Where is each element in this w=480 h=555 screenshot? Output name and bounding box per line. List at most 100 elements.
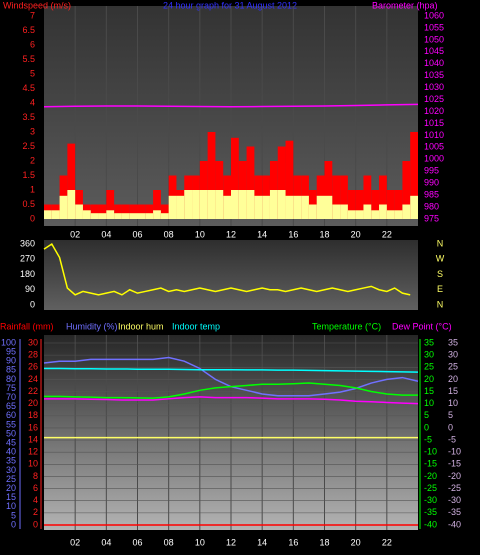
x-tick-label: 22 bbox=[382, 537, 392, 547]
y-tick-label: 8 bbox=[33, 471, 38, 481]
y-tick-label: 10 bbox=[6, 501, 16, 511]
wind-bar bbox=[347, 210, 356, 219]
x-tick-label: 22 bbox=[382, 229, 392, 239]
y-tick-label: -40 bbox=[424, 519, 437, 529]
wind-bar bbox=[386, 190, 395, 219]
wind-bar bbox=[184, 190, 193, 219]
y-tick-label: 100 bbox=[1, 337, 16, 347]
y-tick-label: 0 bbox=[30, 299, 35, 309]
y-tick-label: 10 bbox=[448, 398, 458, 408]
wind-bar bbox=[355, 190, 364, 219]
y-tick-label: 1035 bbox=[424, 70, 444, 80]
y-tick-label: E bbox=[437, 284, 443, 294]
wind-bar bbox=[316, 195, 325, 219]
wind-bar bbox=[394, 190, 403, 219]
wind-bar bbox=[379, 175, 387, 219]
x-tick-label: 10 bbox=[195, 229, 205, 239]
series-line bbox=[43, 103, 419, 108]
wind-bar bbox=[90, 213, 99, 219]
wind-bar bbox=[90, 204, 99, 219]
x-tick-label: 06 bbox=[132, 537, 142, 547]
y-tick-label: 4 bbox=[30, 97, 35, 107]
y-tick-label: 1030 bbox=[424, 82, 444, 92]
x-tick-label: 14 bbox=[257, 229, 267, 239]
wind-bar bbox=[277, 146, 286, 219]
y-tick-label: 1000 bbox=[424, 154, 444, 164]
x-tick-label: 08 bbox=[164, 229, 174, 239]
y-tick-label: -10 bbox=[424, 447, 437, 457]
y-tick-label: -35 bbox=[424, 507, 437, 517]
y-tick-label: 6.5 bbox=[22, 25, 35, 35]
y-tick-label: 50 bbox=[6, 428, 16, 438]
legend-label: Dew Point (°C) bbox=[392, 321, 452, 331]
wind-bar bbox=[207, 132, 216, 219]
y-tick-label: 5 bbox=[30, 68, 35, 78]
wind-bar bbox=[44, 210, 52, 219]
y-tick-label: 7 bbox=[30, 10, 35, 20]
wind-bar bbox=[176, 195, 185, 219]
series-line bbox=[43, 242, 411, 296]
wind-bar bbox=[285, 140, 294, 219]
y-tick-label: 35 bbox=[424, 337, 434, 347]
y-tick-label: -5 bbox=[448, 434, 456, 444]
y-tick-label: 0 bbox=[424, 422, 429, 432]
y-tick-label: -20 bbox=[448, 471, 461, 481]
wind-bar bbox=[192, 190, 200, 219]
legend-label: Indoor hum bbox=[118, 321, 164, 331]
wind-bar bbox=[371, 210, 380, 219]
x-tick-label: 02 bbox=[70, 229, 80, 239]
y-tick-label: 30 bbox=[28, 337, 38, 347]
wind-bar bbox=[59, 195, 68, 219]
y-tick-label: 22 bbox=[28, 386, 38, 396]
y-tick-label: -5 bbox=[424, 434, 432, 444]
wind-bar bbox=[293, 195, 302, 219]
y-tick-label: 55 bbox=[6, 419, 16, 429]
wind-bar bbox=[51, 210, 60, 219]
y-tick-label: 26 bbox=[28, 362, 38, 372]
y-tick-label: 24 bbox=[28, 374, 38, 384]
y-tick-label: 14 bbox=[28, 434, 38, 444]
y-tick-label: 5 bbox=[424, 410, 429, 420]
y-tick-label: 1050 bbox=[424, 34, 444, 44]
wind-bar bbox=[121, 204, 130, 219]
x-tick-label: 04 bbox=[101, 537, 111, 547]
y-tick-label: 2 bbox=[30, 155, 35, 165]
wind-bar bbox=[106, 190, 115, 219]
y-tick-label: 360 bbox=[20, 238, 35, 248]
legend-label: Humidity (%) bbox=[66, 321, 118, 331]
x-tick-label: 06 bbox=[132, 229, 142, 239]
wind-bar bbox=[379, 204, 387, 219]
wind-bar bbox=[75, 204, 83, 219]
y-tick-label: 45 bbox=[6, 437, 16, 447]
wind-bar bbox=[231, 137, 239, 219]
wind-bar bbox=[410, 132, 418, 219]
wind-bar bbox=[160, 204, 169, 219]
wind-bar bbox=[332, 204, 341, 219]
wind-bar bbox=[238, 190, 247, 219]
y-tick-label: 1015 bbox=[424, 118, 444, 128]
y-tick-label: 990 bbox=[424, 178, 439, 188]
wind-bar bbox=[145, 204, 154, 219]
y-tick-label: 20 bbox=[28, 398, 38, 408]
wind-bar bbox=[277, 190, 286, 219]
y-tick-label: 975 bbox=[424, 213, 439, 223]
x-tick-label: 20 bbox=[351, 229, 361, 239]
wind-bar bbox=[340, 204, 348, 219]
series-line bbox=[44, 367, 419, 373]
x-tick-label: 12 bbox=[226, 537, 236, 547]
wind-bar bbox=[129, 204, 138, 219]
wind-bar bbox=[269, 190, 278, 219]
y-tick-label: 5 bbox=[11, 510, 16, 520]
wind-bar bbox=[67, 143, 76, 219]
y-tick-label: 10 bbox=[28, 459, 38, 469]
wind-bar bbox=[363, 204, 372, 219]
wind-bar bbox=[98, 213, 107, 219]
y-tick-label: 75 bbox=[6, 383, 16, 393]
y-tick-label: 0 bbox=[33, 519, 38, 529]
wind-bar bbox=[324, 195, 333, 219]
wind-bar bbox=[106, 210, 115, 219]
y-tick-label: W bbox=[436, 254, 445, 264]
wind-bar bbox=[199, 190, 208, 219]
wind-bar bbox=[114, 204, 122, 219]
wind-bar bbox=[121, 213, 130, 219]
